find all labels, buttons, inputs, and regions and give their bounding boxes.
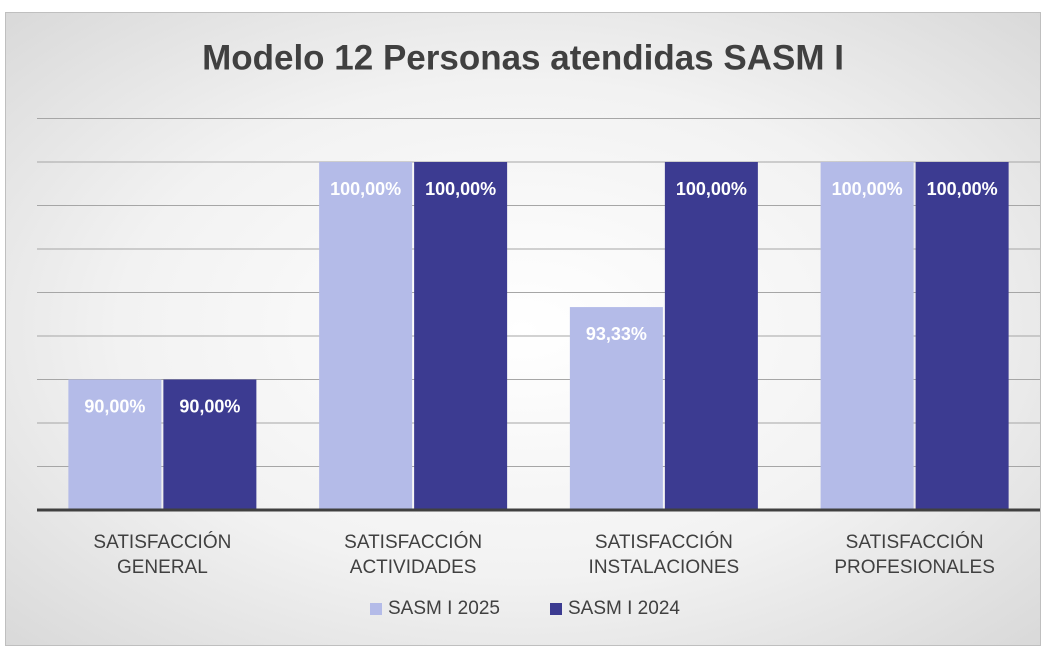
data-label: 90,00% xyxy=(179,396,240,416)
data-label: 100,00% xyxy=(832,179,903,199)
legend-entry: SASM I 2025 xyxy=(370,598,500,620)
data-label: 93,33% xyxy=(586,324,647,344)
data-label: 100,00% xyxy=(425,179,496,199)
legend-entry: SASM I 2024 xyxy=(550,598,680,620)
bar xyxy=(163,379,257,510)
x-tick-label: SATISFACCIÓN GENERAL xyxy=(93,532,232,578)
bar xyxy=(414,162,508,510)
legend-swatch xyxy=(550,603,562,615)
bar xyxy=(915,162,1009,510)
bar xyxy=(68,379,162,510)
data-label: 90,00% xyxy=(84,396,145,416)
legend-label: SASM I 2024 xyxy=(568,598,680,619)
legend-label: SASM I 2025 xyxy=(388,598,500,619)
chart-title: Modelo 12 Personas atendidas SASM I xyxy=(202,38,844,77)
data-label: 100,00% xyxy=(927,179,998,199)
data-label: 100,00% xyxy=(330,179,401,199)
legend-swatch xyxy=(370,603,382,615)
bar xyxy=(820,162,914,510)
x-tick-label: SATISFACCIÓN PROFESIONALES xyxy=(834,532,995,578)
bar xyxy=(319,162,413,510)
bar xyxy=(664,162,758,510)
x-tick-label: SATISFACCIÓN INSTALACIONES xyxy=(588,532,740,578)
bar xyxy=(569,307,663,510)
data-label: 100,00% xyxy=(676,179,747,199)
x-tick-label: SATISFACCIÓN ACTIVIDADES xyxy=(344,532,483,578)
